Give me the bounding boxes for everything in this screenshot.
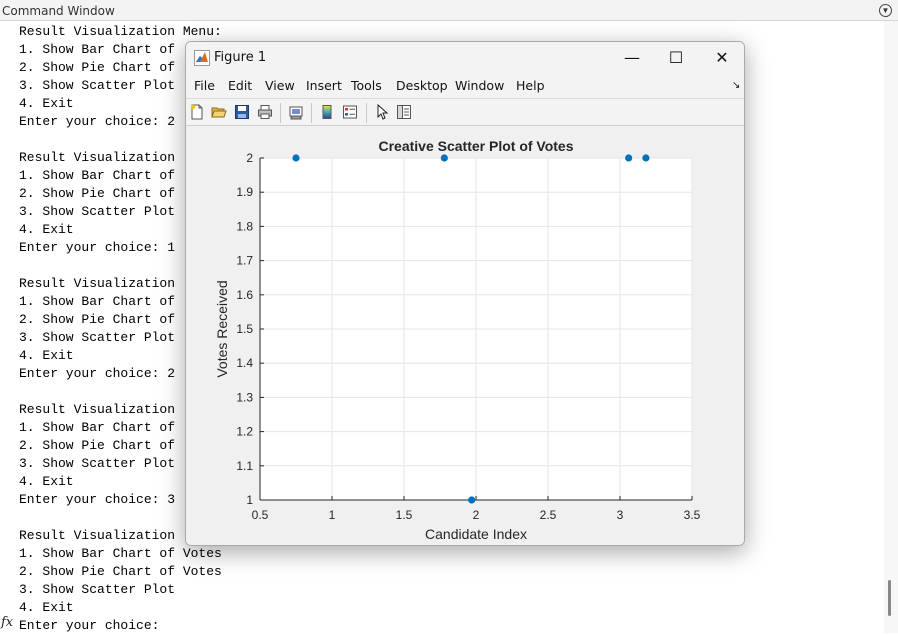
print-preview-icon[interactable] bbox=[288, 104, 304, 120]
figure-title: Figure 1 bbox=[214, 50, 267, 65]
menu-file[interactable]: File bbox=[194, 78, 215, 93]
matlab-logo-icon bbox=[194, 50, 210, 66]
open-file-icon[interactable] bbox=[211, 104, 227, 120]
command-window-title: Command Window bbox=[2, 4, 115, 18]
plot-area: 0.5 1 1.5 2 2.5 3 3.5 1 1.1 1.2 1.3 1.4 1.5 1.6 1.7 1.… bbox=[186, 126, 744, 546]
menu-window[interactable]: Window bbox=[455, 78, 505, 93]
output-line: 4. Exit bbox=[19, 348, 74, 363]
x-tick-label: 2 bbox=[473, 508, 480, 522]
toolbar-separator bbox=[311, 103, 312, 123]
command-window-scrollbar[interactable] bbox=[884, 21, 898, 633]
output-line: 2. Show Pie Chart of bbox=[19, 438, 176, 453]
y-tick-label: 1 bbox=[246, 493, 253, 507]
scatter-point bbox=[625, 154, 633, 162]
output-line: 3. Show Scatter Plot bbox=[19, 330, 176, 345]
output-line: 4. Exit bbox=[19, 222, 74, 237]
figure-toolbar bbox=[186, 98, 744, 126]
output-line: 1. Show Bar Chart of bbox=[19, 420, 176, 435]
data-points bbox=[292, 154, 650, 504]
scatter-point bbox=[468, 496, 476, 504]
output-line: 3. Show Scatter Plot bbox=[19, 78, 176, 93]
output-line: 3. Show Scatter Plot bbox=[19, 456, 176, 471]
x-tick-label: 1.5 bbox=[396, 508, 413, 522]
maximize-button[interactable]: ☐ bbox=[668, 48, 684, 67]
output-line: Enter your choice: 1 bbox=[19, 240, 176, 255]
output-line: Result Visualization bbox=[19, 402, 176, 417]
menu-tools[interactable]: Tools bbox=[351, 78, 382, 93]
output-line: 4. Exit bbox=[19, 96, 74, 111]
y-axis-label: Votes Received bbox=[214, 280, 230, 377]
output-line: 2. Show Pie Chart of Votes bbox=[19, 564, 222, 579]
figure-window[interactable]: Figure 1 — ☐ ✕ File Edit View Insert Too… bbox=[185, 41, 745, 546]
output-line: Enter your choice: 2 bbox=[19, 114, 176, 129]
x-tick-label: 0.5 bbox=[252, 508, 269, 522]
toolbar-separator bbox=[280, 103, 281, 123]
output-line: Enter your choice: bbox=[19, 618, 160, 633]
chart-title: Creative Scatter Plot of Votes bbox=[378, 138, 573, 154]
output-line: 3. Show Scatter Plot bbox=[19, 582, 176, 597]
x-tick-label: 3.5 bbox=[684, 508, 701, 522]
output-line: 1. Show Bar Chart of bbox=[19, 168, 176, 183]
menu-desktop[interactable]: Desktop bbox=[396, 78, 448, 93]
command-window-menu-icon[interactable]: ▼ bbox=[879, 4, 892, 17]
pointer-icon[interactable] bbox=[374, 104, 390, 120]
y-tick-label: 1.8 bbox=[236, 219, 253, 233]
y-tick-label: 2 bbox=[246, 151, 253, 165]
output-line: Result Visualization bbox=[19, 276, 176, 291]
y-axis-ticks: 1 1.1 1.2 1.3 1.4 1.5 1.6 1.7 1.8 1.9 2 bbox=[236, 151, 264, 507]
y-tick-label: 1.9 bbox=[236, 185, 253, 199]
property-inspector-icon[interactable] bbox=[396, 104, 412, 120]
colorbar-icon[interactable] bbox=[319, 104, 335, 120]
x-tick-label: 1 bbox=[329, 508, 336, 522]
scatter-chart[interactable]: 0.5 1 1.5 2 2.5 3 3.5 11.11.21.31.41.51.61.71.… bbox=[186, 126, 744, 546]
output-line: 3. Show Scatter Plot bbox=[19, 204, 176, 219]
output-line: 1. Show Bar Chart of Votes bbox=[19, 546, 222, 561]
y-tick-label: 1.2 bbox=[236, 425, 253, 439]
menu-view[interactable]: View bbox=[265, 78, 295, 93]
y-tick-label: 1.6 bbox=[236, 288, 253, 302]
y-tick-label: 1.7 bbox=[236, 254, 253, 268]
figure-menubar: File Edit View Insert Tools Desktop Wind… bbox=[186, 74, 744, 98]
menu-insert[interactable]: Insert bbox=[306, 78, 342, 93]
scatter-point bbox=[292, 154, 300, 162]
scatter-point bbox=[642, 154, 650, 162]
toolbar-separator bbox=[366, 103, 367, 123]
output-line: Result Visualization bbox=[19, 150, 176, 165]
new-figure-icon[interactable] bbox=[189, 104, 205, 120]
output-line: 4. Exit bbox=[19, 474, 74, 489]
close-button[interactable]: ✕ bbox=[715, 48, 729, 67]
minimize-button[interactable]: — bbox=[624, 48, 640, 67]
y-tick-label: 1.5 bbox=[236, 322, 253, 336]
output-line: 2. Show Pie Chart of bbox=[19, 312, 176, 327]
output-line: 2. Show Pie Chart of bbox=[19, 186, 176, 201]
output-line: Enter your choice: 3 bbox=[19, 492, 176, 507]
scrollbar-thumb[interactable] bbox=[888, 580, 891, 616]
save-icon[interactable] bbox=[234, 104, 250, 120]
x-tick-label: 2.5 bbox=[540, 508, 557, 522]
output-line: 1. Show Bar Chart of bbox=[19, 42, 176, 57]
output-line: Result Visualization Menu: bbox=[19, 24, 222, 39]
y-tick-label: 1.1 bbox=[236, 459, 253, 473]
output-line: Enter your choice: 2 bbox=[19, 366, 176, 381]
menu-edit[interactable]: Edit bbox=[228, 78, 253, 93]
output-line: 2. Show Pie Chart of bbox=[19, 60, 176, 75]
command-window-header: Command Window ▼ bbox=[0, 0, 898, 21]
menu-help[interactable]: Help bbox=[516, 78, 545, 93]
x-axis-label: Candidate Index bbox=[425, 526, 527, 542]
x-axis-ticks: 0.5 1 1.5 2 2.5 3 3.5 bbox=[252, 496, 701, 522]
print-icon[interactable] bbox=[257, 104, 273, 120]
output-line: 1. Show Bar Chart of bbox=[19, 294, 176, 309]
legend-icon[interactable] bbox=[342, 104, 358, 120]
scatter-point bbox=[440, 154, 448, 162]
dock-figure-icon[interactable]: ↘ bbox=[732, 80, 741, 91]
y-tick-label: 1.3 bbox=[236, 390, 253, 404]
figure-titlebar[interactable]: Figure 1 — ☐ ✕ bbox=[186, 42, 744, 74]
x-tick-label: 3 bbox=[617, 508, 624, 522]
output-line: 4. Exit bbox=[19, 600, 74, 615]
y-tick-label: 1.4 bbox=[236, 356, 253, 370]
fx-prompt-icon: fx bbox=[1, 615, 14, 630]
output-line: Result Visualization bbox=[19, 528, 176, 543]
